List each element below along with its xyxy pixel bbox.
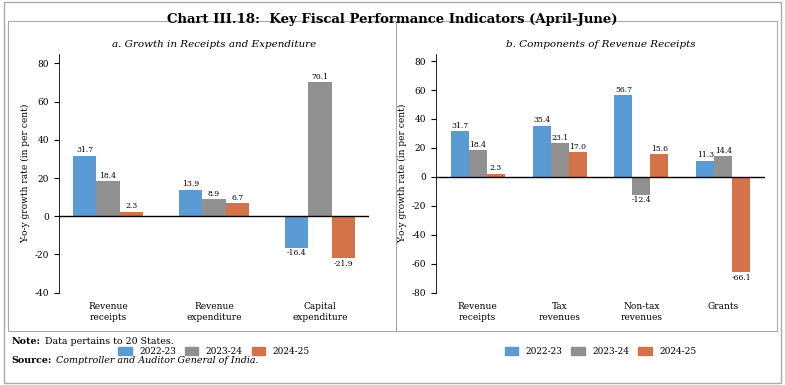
Bar <box>179 190 203 216</box>
Text: 23.1: 23.1 <box>551 134 568 142</box>
Bar <box>309 82 331 216</box>
Text: 31.7: 31.7 <box>76 146 93 154</box>
Text: 56.7: 56.7 <box>615 86 632 94</box>
Text: 8.9: 8.9 <box>208 190 220 198</box>
Bar <box>225 203 249 216</box>
Text: 17.0: 17.0 <box>569 143 586 151</box>
Text: 13.9: 13.9 <box>182 180 199 188</box>
Bar <box>97 181 119 216</box>
Bar <box>550 144 568 177</box>
Text: -12.4: -12.4 <box>632 196 652 204</box>
Bar <box>633 177 651 195</box>
Text: 14.4: 14.4 <box>715 147 732 155</box>
Title: b. Components of Revenue Receipts: b. Components of Revenue Receipts <box>506 40 696 49</box>
Y-axis label: Y-o-y growth rate (in per cent): Y-o-y growth rate (in per cent) <box>21 104 31 243</box>
Text: 35.4: 35.4 <box>533 117 550 124</box>
Text: 18.4: 18.4 <box>100 172 116 179</box>
Text: Chart III.18:  Key Fiscal Performance Indicators (April-June): Chart III.18: Key Fiscal Performance Ind… <box>167 13 618 27</box>
Text: 31.7: 31.7 <box>451 122 468 130</box>
Text: 6.7: 6.7 <box>231 194 243 202</box>
Bar <box>119 212 143 216</box>
Text: Comptroller and Auditor General of India.: Comptroller and Auditor General of India… <box>53 356 258 365</box>
Bar <box>285 216 309 248</box>
Text: -21.9: -21.9 <box>334 259 353 268</box>
Text: Source:: Source: <box>12 356 52 365</box>
Bar <box>469 150 487 177</box>
Bar <box>532 126 550 177</box>
Text: Data pertains to 20 States.: Data pertains to 20 States. <box>42 337 173 346</box>
Text: 15.6: 15.6 <box>651 145 668 153</box>
Bar <box>732 177 750 273</box>
Bar <box>203 199 225 216</box>
Bar <box>651 154 669 177</box>
Legend: 2022-23, 2023-24, 2024-25: 2022-23, 2023-24, 2024-25 <box>115 343 313 360</box>
Text: -16.4: -16.4 <box>287 249 306 257</box>
Y-axis label: Y-o-y growth rate (in per cent): Y-o-y growth rate (in per cent) <box>398 104 407 243</box>
Bar <box>73 156 97 216</box>
Text: -66.1: -66.1 <box>732 274 751 282</box>
Text: 18.4: 18.4 <box>469 141 486 149</box>
Text: 2.3: 2.3 <box>125 202 137 210</box>
Text: 11.3: 11.3 <box>697 151 714 159</box>
Bar <box>451 131 469 177</box>
Bar <box>615 95 633 177</box>
Title: a. Growth in Receipts and Expenditure: a. Growth in Receipts and Expenditure <box>111 40 316 49</box>
Bar <box>331 216 355 258</box>
Bar <box>487 174 505 177</box>
Legend: 2022-23, 2023-24, 2024-25: 2022-23, 2023-24, 2024-25 <box>501 343 700 360</box>
Bar <box>696 161 714 177</box>
Text: Note:: Note: <box>12 337 41 346</box>
Bar <box>714 156 732 177</box>
Text: 2.3: 2.3 <box>490 164 502 172</box>
Bar <box>568 152 586 177</box>
Text: 70.1: 70.1 <box>312 73 328 81</box>
